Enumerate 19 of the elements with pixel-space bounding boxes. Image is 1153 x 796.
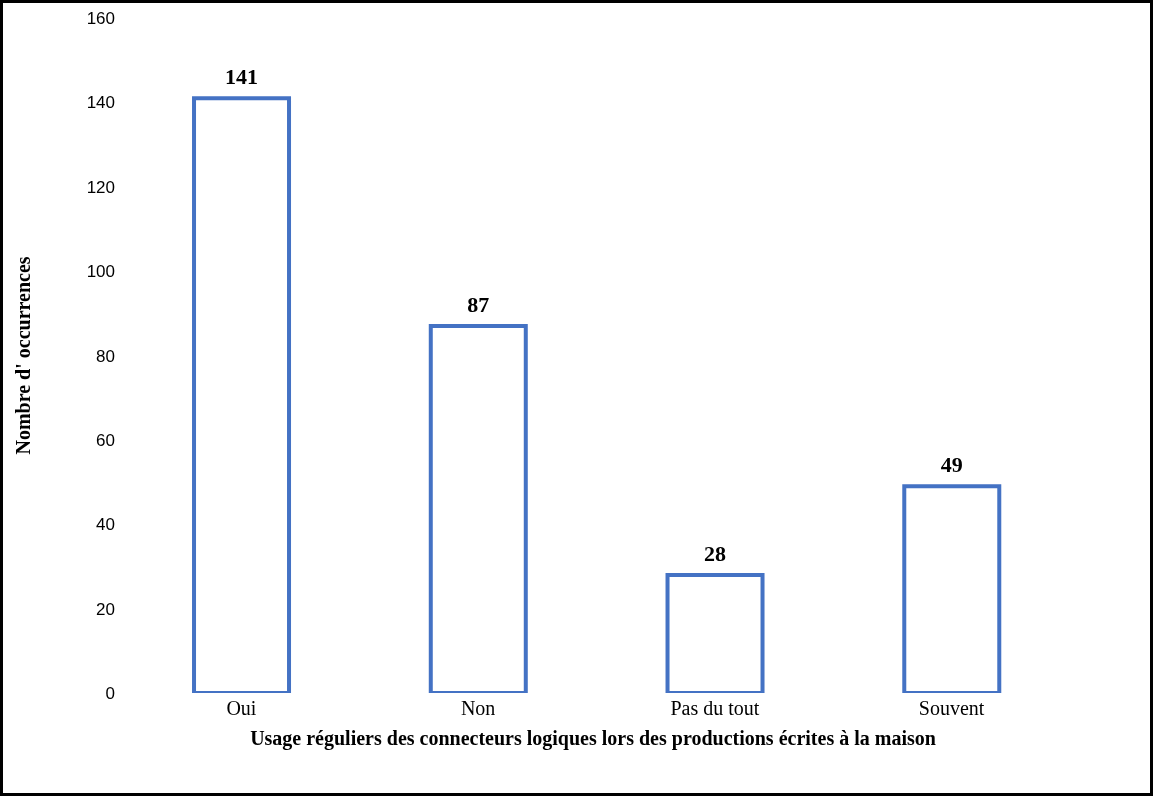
y-tick-label: 160 xyxy=(86,9,115,29)
data-label: 87 xyxy=(467,291,490,317)
x-tick-label: Pas du tout xyxy=(670,697,760,720)
y-tick-label: 140 xyxy=(86,93,115,113)
y-tick-label: 20 xyxy=(96,599,115,619)
data-label: 28 xyxy=(704,540,727,566)
x-axis-title: Usage réguliers des connecteurs logiques lors des productions écrites à la maison xyxy=(249,726,937,751)
y-tick-label: 80 xyxy=(96,346,115,366)
data-label: 141 xyxy=(225,64,259,90)
y-tick-label: 60 xyxy=(96,430,115,450)
y-tick-label: 40 xyxy=(96,515,115,535)
data-label: 49 xyxy=(940,452,963,478)
x-tick-label: Non xyxy=(460,697,496,720)
y-axis-title: Nombre d' occurrences xyxy=(12,256,35,455)
x-tick-label: Oui xyxy=(226,697,257,720)
x-tick-label: Souvent xyxy=(918,697,985,720)
y-tick-label: 100 xyxy=(86,262,115,282)
y-tick-label: 120 xyxy=(86,177,115,197)
y-tick-label: 0 xyxy=(105,684,115,704)
